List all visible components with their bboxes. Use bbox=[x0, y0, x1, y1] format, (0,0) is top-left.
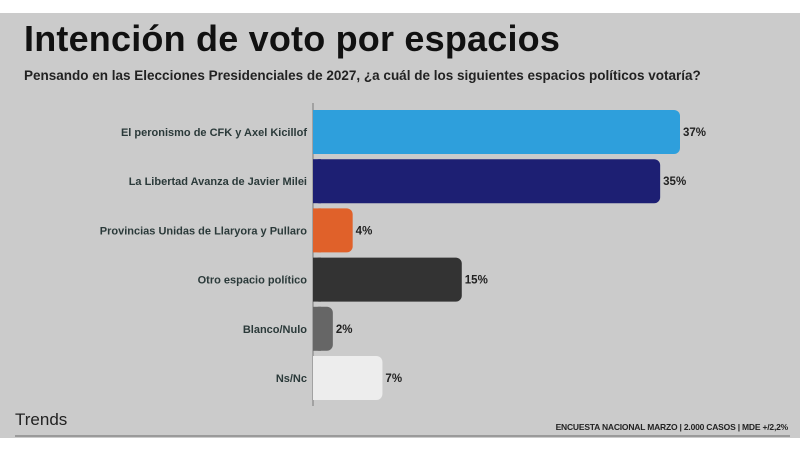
value-label: 2% bbox=[336, 324, 353, 336]
bar-3-base bbox=[313, 257, 321, 302]
bar-0 bbox=[313, 110, 680, 154]
bar-1 bbox=[313, 159, 661, 204]
category-label: La Libertad Avanza de Javier Milei bbox=[129, 176, 307, 188]
category-label: Provincias Unidas de Llaryora y Pullaro bbox=[100, 225, 308, 237]
value-label: 35% bbox=[663, 176, 686, 188]
value-label: 7% bbox=[385, 373, 402, 385]
bar-4-base bbox=[313, 306, 321, 351]
value-label: 37% bbox=[683, 127, 706, 139]
chart-panel bbox=[0, 13, 800, 438]
category-label: Ns/Nc bbox=[276, 373, 307, 385]
bar-3 bbox=[313, 257, 462, 302]
footer-divider bbox=[15, 435, 790, 437]
bar-2-base bbox=[313, 208, 321, 253]
category-label: El peronismo de CFK y Axel Kicillof bbox=[121, 127, 307, 139]
bar-5 bbox=[313, 356, 383, 400]
survey-footnote: ENCUESTA NACIONAL MARZO | 2.000 CASOS | … bbox=[555, 422, 789, 432]
bar-0-base bbox=[313, 110, 321, 154]
chart-subtitle: Pensando en las Elecciones Presidenciale… bbox=[24, 68, 701, 83]
bar-2 bbox=[313, 208, 353, 253]
value-label: 4% bbox=[356, 225, 373, 237]
category-label: Blanco/Nulo bbox=[243, 324, 307, 336]
value-label: 15% bbox=[465, 275, 488, 287]
category-label: Otro espacio político bbox=[198, 275, 308, 287]
chart-title: Intención de voto por espacios bbox=[24, 18, 561, 59]
bar-1-base bbox=[313, 159, 321, 204]
brand-logo-text: Trends bbox=[15, 410, 68, 429]
bar-5-base bbox=[313, 356, 321, 400]
